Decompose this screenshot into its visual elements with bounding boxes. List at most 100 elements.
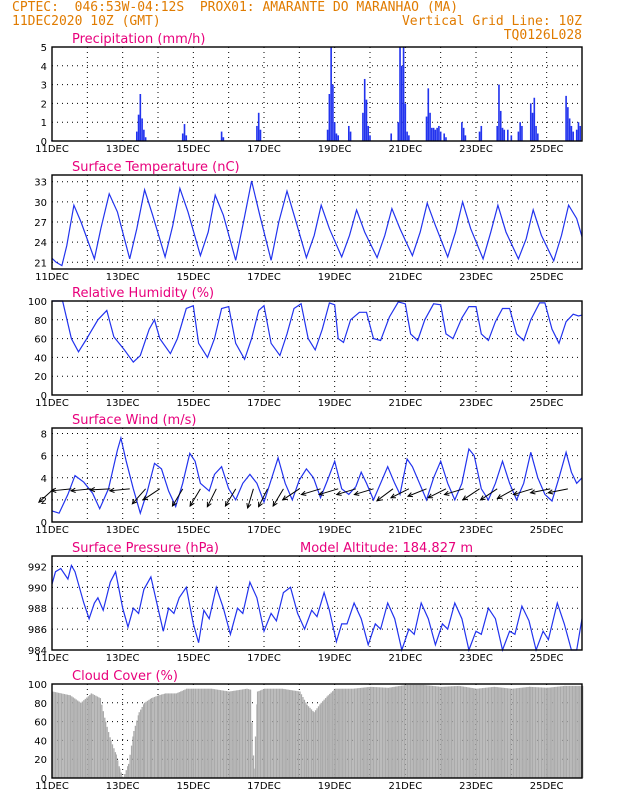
cloud-bar (193, 688, 195, 778)
cloud-bar (281, 688, 283, 778)
cloud-bar (194, 688, 197, 778)
wind-vector (282, 488, 300, 501)
cloud-bar (558, 686, 560, 778)
temperature-title: Surface Temperature (nC) (72, 160, 240, 175)
precip-bar (535, 125, 537, 141)
wind-vector-head (376, 496, 382, 502)
cloud-bar (262, 689, 265, 778)
cloud-bar (509, 688, 512, 778)
cloud-bar (109, 737, 111, 778)
cloud-bar (555, 686, 557, 778)
cloud-bar (186, 688, 188, 778)
cloud-bar (347, 688, 350, 778)
wind-vector-head (189, 500, 195, 507)
cloud-bar (319, 704, 321, 778)
cloud-bar (567, 685, 569, 778)
cloud-bar (196, 688, 198, 778)
cloud-bar (111, 744, 114, 778)
cloud-xtick-label: 21DEC (388, 781, 422, 792)
cloud-bar (576, 685, 578, 778)
cloud-bar (506, 688, 509, 778)
cloud-bar (218, 689, 220, 778)
cloud-bar (284, 689, 286, 778)
cloud-bar (130, 745, 133, 778)
cloud-bar (411, 684, 413, 778)
wind-ytick-label: 4 (41, 474, 47, 485)
precipitation-xtick-label: 19DEC (318, 144, 352, 155)
precip-bar (439, 131, 442, 141)
cloud-bar (403, 685, 406, 778)
cloud-bar (259, 690, 262, 778)
cloud-bar (90, 693, 93, 778)
humidity-xtick-label: 11DEC (35, 398, 69, 409)
cloud-bar (409, 684, 412, 778)
wind-vector-head (142, 495, 149, 501)
cloud-bar (160, 694, 163, 778)
cloud-xtick-label: 17DEC (247, 781, 281, 792)
precip-bar (390, 133, 393, 141)
precip-bar (183, 124, 186, 141)
wind-vector-head (406, 492, 413, 498)
cloud-bar (334, 688, 336, 778)
cloud-bar (405, 684, 407, 778)
cloud-bar (402, 685, 404, 778)
cloud-bar (65, 694, 67, 778)
cloud-bar (74, 698, 76, 778)
cloud-bar (340, 688, 342, 778)
temperature-xtick-label: 23DEC (459, 272, 493, 283)
cloud-bar (570, 685, 572, 778)
wind-vector (172, 488, 184, 507)
cloud-bar (68, 694, 70, 778)
cloud-bar (280, 688, 282, 778)
cloud-bar (107, 732, 110, 778)
precip-bar (519, 122, 521, 141)
cloud-bar (449, 686, 451, 778)
cloud-bar (554, 686, 556, 778)
cloud-bar (53, 691, 55, 778)
cloud-bar (493, 686, 495, 778)
cloud-bar (556, 686, 559, 778)
cloud-bar (473, 688, 475, 778)
humidity-line (52, 300, 583, 364)
cloud-bar (203, 688, 205, 778)
cloud-bar (565, 685, 568, 778)
cloud-bar (471, 687, 473, 778)
cloud-bar (265, 688, 267, 778)
cloud-bar (149, 698, 152, 778)
cloud-bar (113, 748, 115, 778)
precip-bar (443, 133, 446, 141)
cloud-bar (477, 688, 479, 778)
precip-bar (337, 135, 340, 141)
cloud-bar (425, 685, 428, 778)
cloud-xtick-label: 11DEC (35, 781, 69, 792)
cloud-bar (150, 698, 153, 778)
cloud-bar (266, 688, 269, 778)
cloud-bar (199, 688, 201, 778)
cloud-bar (251, 722, 253, 778)
humidity-xtick-label: 21DEC (388, 398, 422, 409)
wind-vector-head (389, 493, 396, 499)
cloud-bar (246, 688, 248, 778)
cloud-bar (455, 686, 457, 778)
cloud-bar (580, 685, 582, 778)
cloud-bar (175, 693, 177, 778)
cloud-bar (168, 693, 170, 778)
temperature-ytick-label: 27 (34, 218, 47, 229)
cloud-bar (299, 691, 301, 778)
cloud-bar (521, 687, 523, 778)
wind-vector (225, 488, 237, 507)
cloud-bar (114, 752, 117, 778)
cloud-bar (222, 690, 225, 778)
cloud-bar (313, 712, 315, 778)
cloud-bar (508, 688, 510, 778)
cloud-bar (450, 686, 453, 778)
cloud-bar (415, 684, 417, 778)
wind-vector-head (69, 487, 76, 493)
precip-bar (222, 137, 225, 141)
cloud-bar (336, 688, 338, 778)
pressure-xtick-label: 11DEC (35, 653, 69, 664)
cloud-bar (378, 687, 381, 778)
precip-bar (434, 129, 437, 141)
wind-ytick-label: 8 (41, 430, 47, 441)
wind-xtick-label: 25DEC (530, 525, 564, 536)
